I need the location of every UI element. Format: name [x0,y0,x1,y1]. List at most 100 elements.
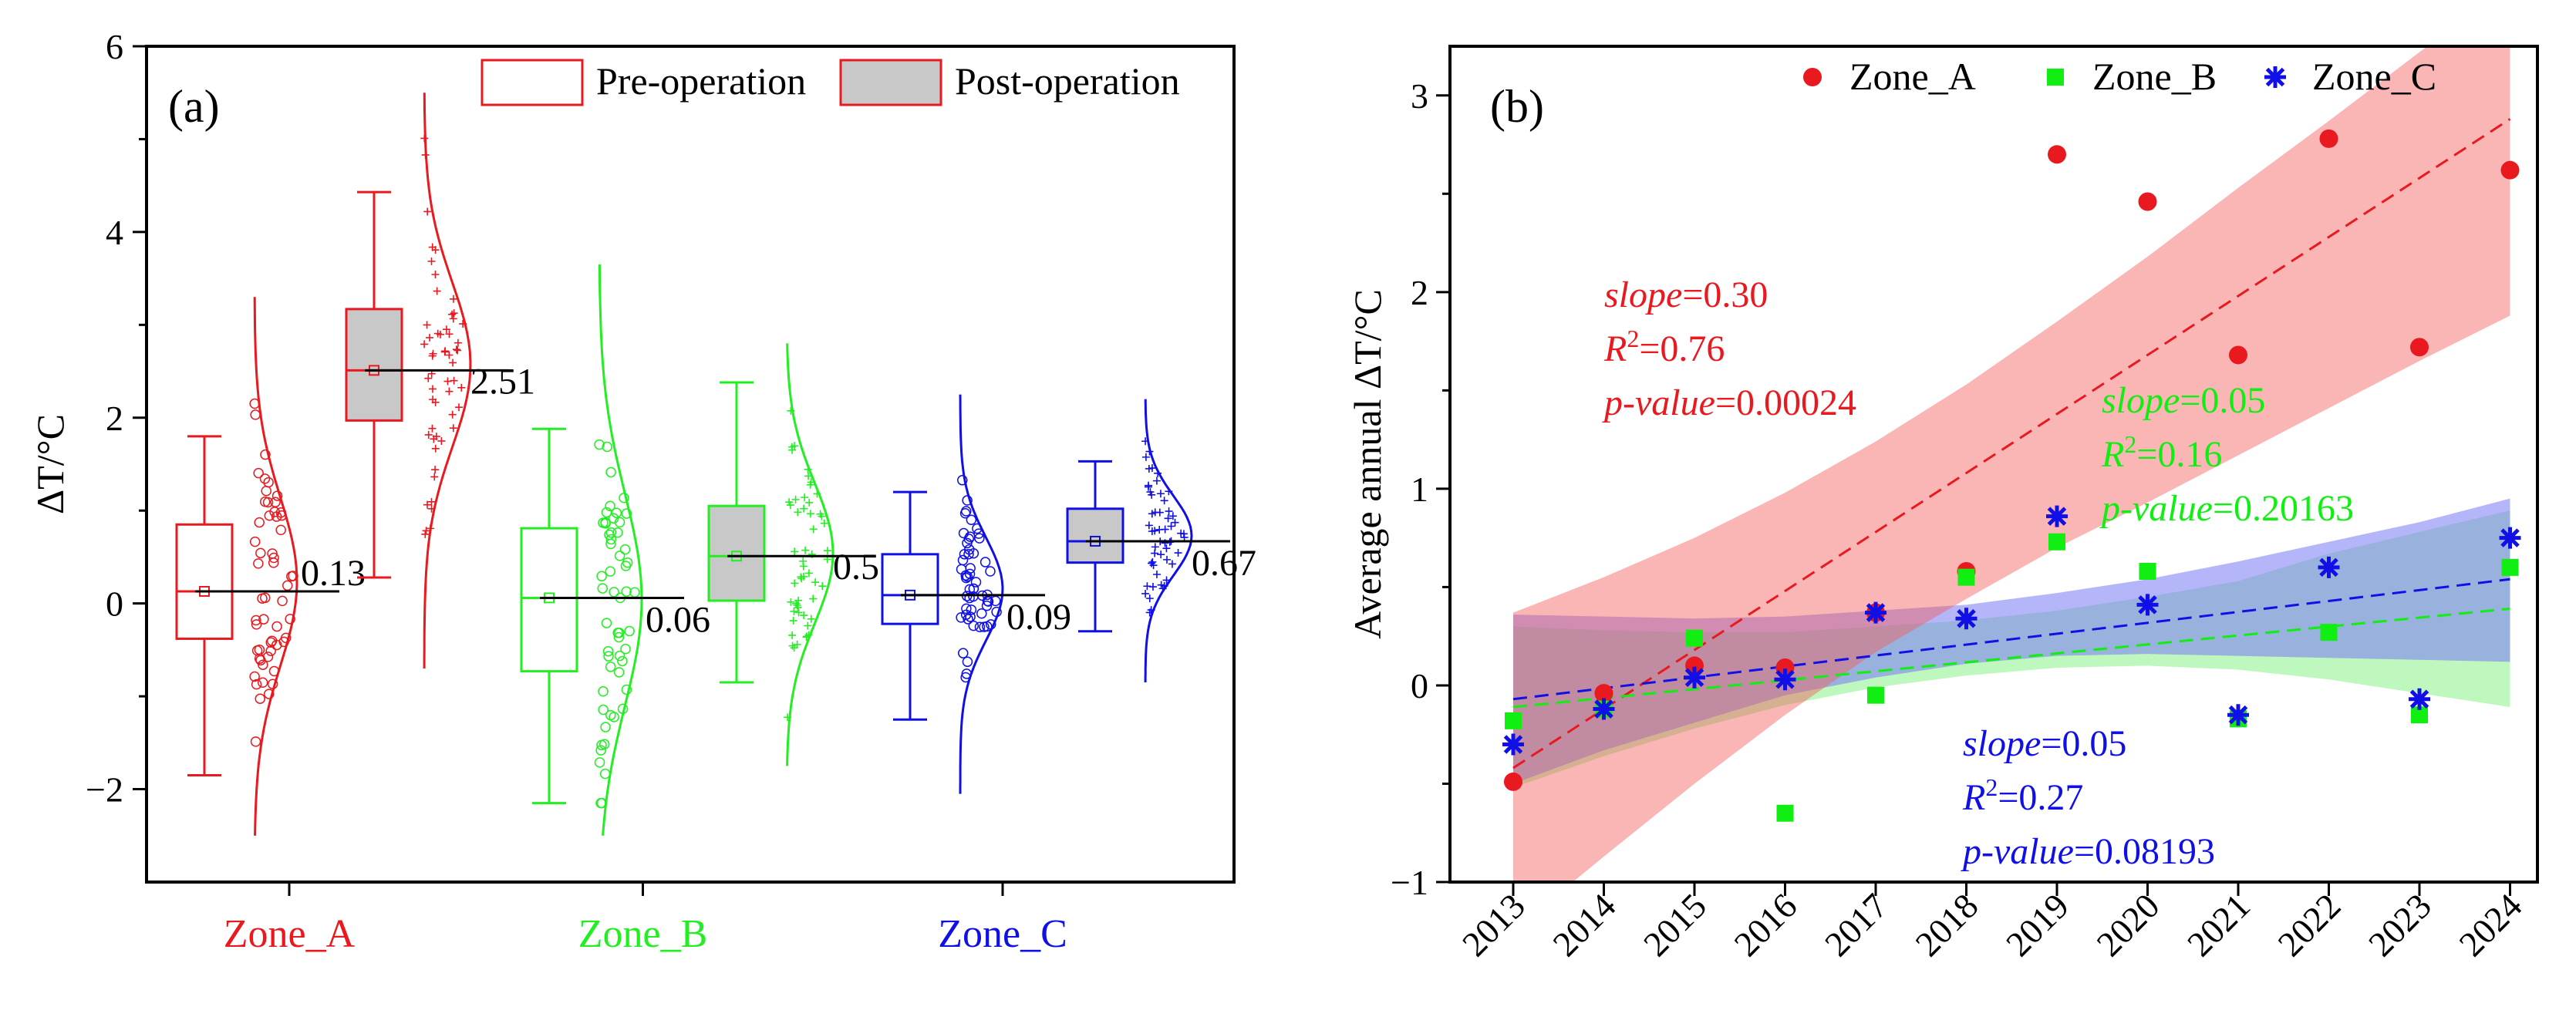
raw-point [1160,497,1168,505]
x-category-label: Zone_B [578,912,708,956]
raw-point [1167,522,1175,530]
raw-point [619,493,629,503]
raw-point [605,466,616,478]
raw-point [254,517,265,528]
raw-point [440,348,449,356]
raw-point [1174,549,1182,557]
raw-point [597,583,608,594]
raw-point [445,330,453,338]
raw-point [970,577,982,588]
raw-point [801,546,810,554]
raw-point [791,579,799,588]
raw-point [429,396,437,404]
raw-point [1147,559,1155,567]
panel-a-plot-frame [145,45,1236,884]
data-point [1867,686,1884,704]
box [707,504,766,602]
raw-point [596,571,607,582]
y-tick-label: 6 [106,27,123,66]
data-point [2138,192,2157,211]
raw-point [966,604,977,615]
raw-point [1164,514,1172,523]
raw-point [1147,606,1155,615]
raw-point [275,507,287,518]
raw-point [1171,518,1179,527]
panel-b-plot-frame [1448,45,2539,884]
raw-point [991,606,1002,618]
raw-point [799,557,808,565]
raw-point [265,645,276,657]
raw-points [420,134,467,538]
panel-a: −2 0 2 4 6 Zone_A Zone_B Zone_C 0.13 2.51 0.060.5… [29,27,1256,956]
raw-point [787,406,795,415]
raw-point [957,554,969,566]
raw-point [968,583,979,594]
raw-point [426,524,434,533]
raw-point [824,547,832,555]
x-tick-label: 2015 [1636,886,1714,964]
density-curve [598,264,643,836]
mean-value-label: 0.09 [1006,597,1071,638]
raw-point [449,424,457,433]
y-tick-label: 2 [106,399,123,438]
raw-point [794,608,803,617]
raw-point [787,598,795,606]
raw-point [594,757,605,768]
raw-point [605,500,615,512]
raw-point [601,507,612,518]
r2-text: R2=0.27 [1962,773,2083,818]
raw-point [612,527,623,538]
confidence-band-Zone_C [1513,498,2510,784]
raw-point [1165,487,1173,496]
raw-point [804,621,812,630]
raw-point [613,631,625,643]
raw-point [617,655,628,667]
raw-point [437,330,445,338]
raw-point [258,659,268,670]
raw-point [277,595,288,607]
box [1066,507,1124,564]
raw-point [251,678,262,690]
raw-point [437,436,446,445]
raw-point [427,257,436,265]
raw-point [974,621,986,633]
data-point [1593,698,1615,720]
raw-point [250,736,261,747]
legend-label: Zone_A [1849,55,1976,98]
x-tick-label: 2016 [1726,886,1804,964]
raw-point [785,498,794,507]
density-curve [253,297,298,836]
slope-text: slope=0.05 [1963,723,2126,764]
raw-point [797,574,806,583]
raw-point [790,607,798,615]
x-tick-label: 2023 [2361,886,2439,964]
raw-point [1148,583,1157,591]
raw-point [791,495,800,503]
raw-point [453,338,462,347]
raw-point [792,599,801,608]
raw-point [261,486,271,497]
raw-points [1141,437,1189,617]
box [175,523,234,640]
raw-point [260,449,271,460]
raw-point [421,150,430,159]
raw-point [268,552,279,564]
raw-point [420,340,429,349]
raw-point [614,627,625,638]
raw-point [1157,581,1165,589]
raw-point [1156,490,1165,498]
data-point [2139,563,2156,581]
raw-point [602,645,614,657]
raw-point [1141,589,1150,598]
raw-point [804,569,813,577]
raw-point [957,475,968,486]
legend-label: Zone_C [2312,55,2436,98]
panel-a-y-axis-label: ΔT/°C [29,414,72,514]
raw-point [258,614,269,625]
data-point [2320,624,2338,641]
fit-line-Zone_B [1512,607,2510,709]
data-point [1594,684,1613,703]
fit-stats-Zone_B: slope=0.05 R2=0.16 p-value=0.20163 [2099,380,2354,529]
data-point [1684,666,1705,689]
raw-point [982,621,993,632]
